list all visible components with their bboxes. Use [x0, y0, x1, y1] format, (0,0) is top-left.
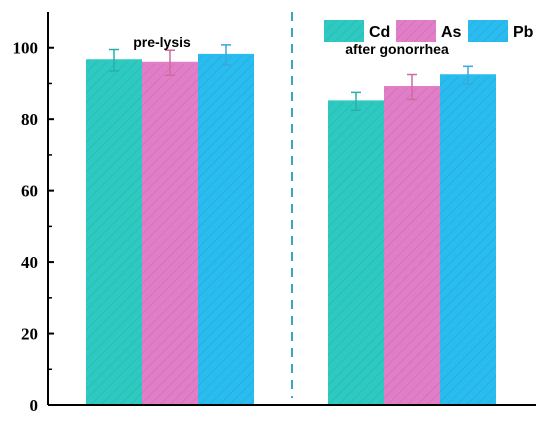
y-tick-label: 20 [21, 325, 38, 344]
axes: 0 20 40 60 80 100 [13, 12, 536, 415]
bars-layer [86, 53, 496, 406]
y-tick-label: 80 [21, 110, 38, 129]
bar-pb-after-gonorrhea [440, 75, 496, 405]
bar-as-after-gonorrhea [384, 87, 440, 405]
legend-swatch-cd [324, 20, 364, 42]
group-labels: pre-lysis after gonorrhea [133, 34, 449, 57]
legend-swatch-as [396, 20, 436, 42]
y-ticks: 0 20 40 60 80 100 [13, 39, 54, 415]
legend: Cd As Pb [324, 20, 534, 42]
y-tick-label: 40 [21, 253, 38, 272]
legend-label-as: As [441, 24, 462, 41]
legend-label-pb: Pb [513, 24, 534, 41]
y-tick-label: 100 [13, 39, 39, 58]
group-label-after-gonorrhea: after gonorrhea [345, 41, 449, 57]
bar-cd-pre-lysis [86, 60, 142, 406]
bar-pb-pre-lysis [198, 54, 254, 405]
error-bars-layer [109, 44, 473, 111]
group-label-pre-lysis: pre-lysis [133, 34, 191, 50]
y-tick-label: 60 [21, 182, 38, 201]
plot-area: pre-lysis after gonorrhea 0 20 40 60 80 100 C… [13, 12, 536, 415]
bar-cd-after-gonorrhea [328, 101, 384, 406]
legend-label-cd: Cd [369, 24, 390, 41]
bar-as-pre-lysis [142, 62, 198, 405]
y-tick-label: 0 [30, 396, 39, 415]
legend-swatch-pb [468, 20, 508, 42]
